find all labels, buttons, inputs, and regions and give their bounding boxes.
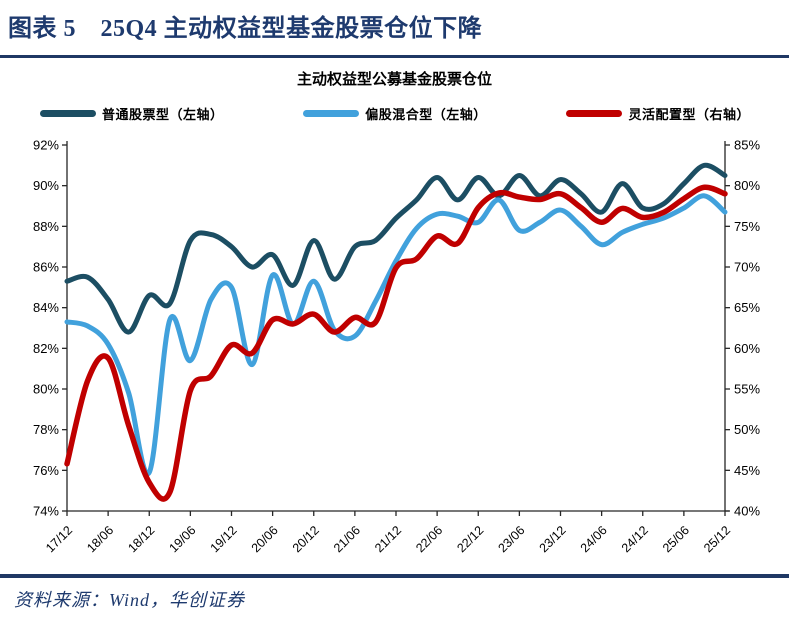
svg-text:18/12: 18/12 (125, 523, 157, 555)
source-text: 资料来源：Wind，华创证券 (14, 590, 246, 610)
svg-text:24/12: 24/12 (619, 523, 651, 555)
svg-text:70%: 70% (734, 260, 760, 275)
legend-label: 普通股票型（左轴） (102, 107, 224, 122)
svg-text:76%: 76% (33, 463, 59, 478)
svg-text:80%: 80% (33, 382, 59, 397)
svg-text:20/06: 20/06 (249, 523, 281, 555)
svg-text:23/12: 23/12 (537, 523, 569, 555)
svg-text:19/06: 19/06 (166, 523, 198, 555)
svg-text:85%: 85% (734, 138, 760, 153)
svg-text:20/12: 20/12 (290, 523, 322, 555)
svg-text:60%: 60% (734, 341, 760, 356)
svg-text:75%: 75% (734, 219, 760, 234)
svg-text:84%: 84% (33, 300, 59, 315)
svg-text:74%: 74% (33, 504, 59, 519)
header-rule (0, 55, 789, 58)
legend-label: 灵活配置型（右轴） (628, 107, 750, 122)
svg-text:23/06: 23/06 (495, 523, 527, 555)
svg-text:50%: 50% (734, 422, 760, 437)
footer-rule (0, 574, 789, 578)
svg-text:65%: 65% (734, 300, 760, 315)
svg-text:21/12: 21/12 (372, 523, 404, 555)
svg-text:80%: 80% (734, 178, 760, 193)
legend-line-swatch (303, 110, 360, 117)
svg-text:92%: 92% (33, 138, 59, 153)
svg-text:88%: 88% (33, 219, 59, 234)
legend-line-swatch (566, 110, 623, 117)
svg-text:82%: 82% (33, 341, 59, 356)
svg-text:19/12: 19/12 (208, 523, 240, 555)
legend-item-flexible-allocation: 灵活配置型（右轴） (566, 104, 750, 123)
legend-label: 偏股混合型（左轴） (365, 107, 487, 122)
svg-text:24/06: 24/06 (578, 523, 610, 555)
chart-title: 主动权益型公募基金股票仓位 (296, 71, 492, 88)
svg-text:25/06: 25/06 (660, 523, 692, 555)
svg-text:21/06: 21/06 (331, 523, 363, 555)
legend-line-swatch (40, 110, 96, 117)
chart-legend: 普通股票型（左轴） 偏股混合型（左轴） 灵活配置型（右轴） (40, 104, 750, 123)
svg-text:17/12: 17/12 (43, 523, 75, 555)
page-title: 图表 5 25Q4 主动权益型基金股票仓位下降 (8, 16, 483, 42)
svg-text:22/06: 22/06 (413, 523, 445, 555)
svg-text:40%: 40% (734, 504, 760, 519)
svg-text:90%: 90% (33, 178, 59, 193)
svg-text:86%: 86% (33, 260, 59, 275)
svg-text:25/12: 25/12 (701, 523, 733, 555)
legend-item-ordinary-stock: 普通股票型（左轴） (40, 104, 224, 123)
legend-item-equity-hybrid: 偏股混合型（左轴） (303, 104, 487, 123)
svg-text:18/06: 18/06 (84, 523, 116, 555)
svg-text:78%: 78% (33, 422, 59, 437)
svg-text:22/12: 22/12 (454, 523, 486, 555)
chart-canvas: 92% 90% 88% 86% 84% 82% 80% 78% 76% 74% 85% 80% 75% 7… (33, 138, 760, 556)
svg-text:55%: 55% (734, 382, 760, 397)
svg-text:45%: 45% (734, 463, 760, 478)
